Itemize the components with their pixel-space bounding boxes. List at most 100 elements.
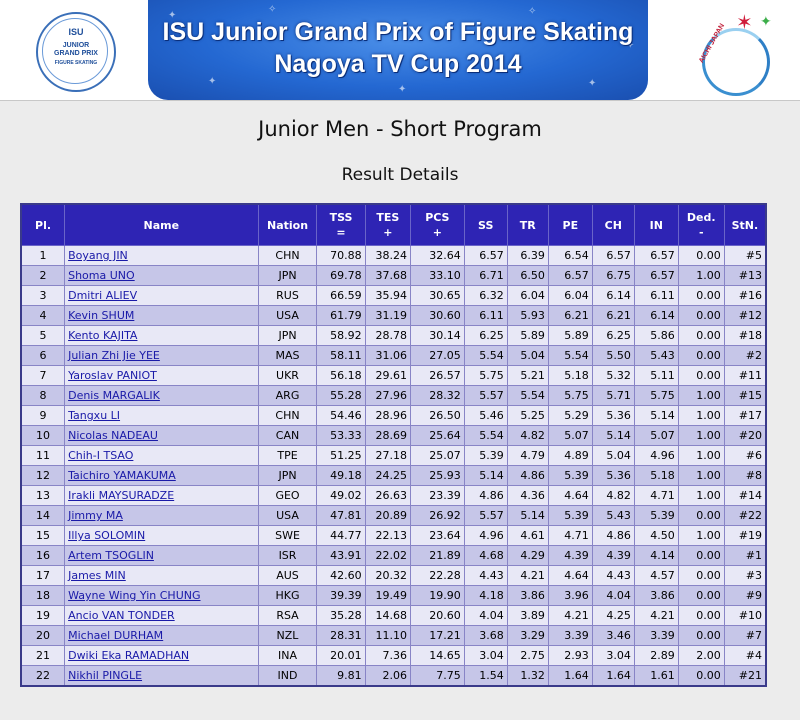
cell-stn: #10: [723, 605, 767, 626]
cell-name: Tangxu LI: [64, 405, 259, 426]
skater-name-link[interactable]: Ancio VAN TONDER: [68, 609, 175, 622]
cell-ch: 4.43: [591, 565, 635, 586]
table-row: 19 Ancio VAN TONDER RSA 35.28 14.68 20.60 4.04…: [20, 605, 767, 626]
sparkle-icon: ✦: [398, 84, 407, 95]
cell-pl: 21: [20, 645, 66, 666]
cell-ss: 5.46: [463, 405, 508, 426]
cell-in: 5.75: [633, 385, 679, 406]
cell-ded: 0.00: [677, 285, 725, 306]
cell-tss: 58.92: [316, 325, 366, 346]
cell-ss: 5.57: [463, 505, 508, 526]
table-row: 21 Dwiki Eka RAMADHAN INA 20.01 7.36 14.65 3.0…: [20, 645, 767, 666]
cell-ch: 1.64: [591, 665, 635, 687]
cell-stn: #14: [723, 485, 767, 506]
skater-name-link[interactable]: Wayne Wing Yin CHUNG: [68, 589, 201, 602]
cell-ch: 6.14: [591, 285, 635, 306]
header-tss-label: TSS: [329, 211, 353, 224]
skater-name-link[interactable]: Illya SOLOMIN: [68, 529, 146, 542]
cell-ded: 1.00: [677, 445, 725, 466]
cell-ch: 5.14: [591, 425, 635, 446]
skater-name-link[interactable]: Kento KAJITA: [68, 329, 138, 342]
cell-tss: 70.88: [316, 245, 366, 266]
cell-ss: 5.39: [463, 445, 508, 466]
cell-ded: 1.00: [677, 425, 725, 446]
cell-nation: NZL: [257, 625, 318, 646]
cell-stn: #15: [723, 385, 767, 406]
cell-tes: 11.10: [364, 625, 412, 646]
cell-tes: 38.24: [364, 245, 412, 266]
skater-name-link[interactable]: Kevin SHUM: [68, 309, 135, 322]
header-stn: StN.: [723, 203, 767, 246]
cell-stn: #22: [723, 505, 767, 526]
skater-name-link[interactable]: Dmitri ALIEV: [68, 289, 138, 302]
cell-pe: 4.89: [547, 445, 593, 466]
cell-pl: 17: [20, 565, 66, 586]
cell-in: 5.07: [633, 425, 679, 446]
cell-pe: 5.39: [547, 465, 593, 486]
table-row: 3 Dmitri ALIEV RUS 66.59 35.94 30.65 6.32 6.04 6…: [20, 285, 767, 306]
cell-name: Denis MARGALIK: [64, 385, 259, 406]
cell-pl: 8: [20, 385, 66, 406]
skater-name-link[interactable]: Dwiki Eka RAMADHAN: [68, 649, 190, 662]
cell-pcs: 19.90: [410, 585, 465, 606]
skater-name-link[interactable]: Taichiro YAMAKUMA: [68, 469, 176, 482]
skater-name-link[interactable]: Julian Zhi Jie YEE: [68, 349, 160, 362]
skater-name-link[interactable]: Denis MARGALIK: [68, 389, 160, 402]
table-row: 14 Jimmy MA USA 47.81 20.89 26.92 5.57 5.14 5.39…: [20, 505, 767, 526]
cell-ch: 5.36: [591, 405, 635, 426]
cell-in: 4.50: [633, 525, 679, 546]
cell-nation: RSA: [257, 605, 318, 626]
cell-ded: 1.00: [677, 485, 725, 506]
cell-pcs: 20.60: [410, 605, 465, 626]
header-nation: Nation: [257, 203, 318, 246]
cell-nation: CAN: [257, 425, 318, 446]
skater-name-link[interactable]: Nicolas NADEAU: [68, 429, 158, 442]
cell-pl: 20: [20, 625, 66, 646]
cell-ch: 5.04: [591, 445, 635, 466]
cell-tr: 5.04: [506, 345, 549, 366]
cell-name: Dmitri ALIEV: [64, 285, 259, 306]
cell-tes: 22.13: [364, 525, 412, 546]
skater-name-link[interactable]: Nikhil PINGLE: [68, 669, 143, 682]
table-row: 4 Kevin SHUM USA 61.79 31.19 30.60 6.11 5.93 6.2…: [20, 305, 767, 326]
sparkle-icon: ✦: [626, 40, 635, 51]
skater-name-link[interactable]: Shoma UNO: [68, 269, 135, 282]
cell-nation: JPN: [257, 325, 318, 346]
cell-stn: #18: [723, 325, 767, 346]
table-row: 5 Kento KAJITA JPN 58.92 28.78 30.14 6.25 5.89 5…: [20, 325, 767, 346]
logo-text-junior: JUNIOR: [62, 42, 90, 49]
cell-pe: 5.18: [547, 365, 593, 386]
cell-in: 6.57: [633, 245, 679, 266]
skater-name-link[interactable]: Jimmy MA: [68, 509, 123, 522]
cell-in: 3.39: [633, 625, 679, 646]
cell-in: 1.61: [633, 665, 679, 687]
cell-tr: 4.79: [506, 445, 549, 466]
skater-name-link[interactable]: Artem TSOGLIN: [68, 549, 154, 562]
cell-ss: 6.71: [463, 265, 508, 286]
skater-name-link[interactable]: James MIN: [68, 569, 126, 582]
cell-pe: 6.54: [547, 245, 593, 266]
skater-name-link[interactable]: Michael DURHAM: [68, 629, 164, 642]
cell-ss: 1.54: [463, 665, 508, 687]
cell-tes: 26.63: [364, 485, 412, 506]
skater-name-link[interactable]: Chih-I TSAO: [68, 449, 134, 462]
skater-name-link[interactable]: Irakli MAYSURADZE: [68, 489, 175, 502]
cell-ss: 5.54: [463, 425, 508, 446]
table-row: 15 Illya SOLOMIN SWE 44.77 22.13 23.64 4.96 4.6…: [20, 525, 767, 546]
cell-tes: 22.02: [364, 545, 412, 566]
cell-pcs: 28.32: [410, 385, 465, 406]
cell-tes: 37.68: [364, 265, 412, 286]
cell-ss: 5.54: [463, 345, 508, 366]
cell-in: 4.71: [633, 485, 679, 506]
cell-tes: 27.96: [364, 385, 412, 406]
sparkle-icon: ✦: [588, 78, 597, 89]
cell-name: Kevin SHUM: [64, 305, 259, 326]
skater-name-link[interactable]: Tangxu LI: [68, 409, 121, 422]
skater-name-link[interactable]: Yaroslav PANIOT: [68, 369, 157, 382]
cell-tes: 7.36: [364, 645, 412, 666]
cell-tr: 4.36: [506, 485, 549, 506]
cell-in: 4.57: [633, 565, 679, 586]
cell-tss: 55.28: [316, 385, 366, 406]
cell-pcs: 25.93: [410, 465, 465, 486]
skater-name-link[interactable]: Boyang JIN: [68, 249, 128, 262]
